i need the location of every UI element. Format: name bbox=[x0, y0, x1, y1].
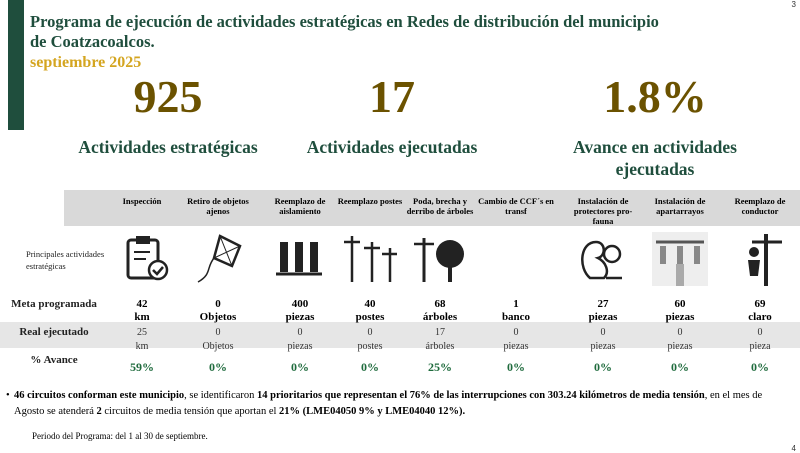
note-segment: 21% (LME04050 9% y LME04040 12%). bbox=[279, 406, 466, 417]
meta-unit: claro bbox=[748, 311, 772, 323]
meta-value: 0 bbox=[215, 298, 221, 310]
icon-tree bbox=[414, 238, 464, 282]
real-value: 17 bbox=[435, 327, 445, 338]
kpi-label: Actividades ejecutadas bbox=[306, 137, 478, 157]
row-label: % Avance bbox=[30, 354, 78, 366]
row-band bbox=[0, 322, 800, 348]
real-unit: piezas bbox=[503, 341, 529, 352]
icon-squirrel bbox=[581, 240, 622, 280]
meta-unit: piezas bbox=[665, 311, 695, 323]
row-label: Real ejecutado bbox=[19, 326, 89, 338]
meta-value: 400 bbox=[291, 298, 309, 310]
page-number: 4 bbox=[791, 444, 796, 453]
real-unit: postes bbox=[357, 341, 383, 352]
kpi-value: 1.8% bbox=[603, 71, 707, 122]
percent-value: 59% bbox=[130, 360, 154, 374]
real-unit: piezas bbox=[287, 341, 313, 352]
row-label: Meta programada bbox=[11, 298, 97, 310]
column-header: Reemplazo de aislamiento bbox=[274, 196, 326, 216]
note-segment: circuitos de media tensión que aportan e… bbox=[101, 406, 280, 417]
percent-value: 0% bbox=[751, 360, 769, 374]
percent-value: 0% bbox=[594, 360, 612, 374]
kpi-value: 925 bbox=[133, 71, 203, 122]
percent-value: 0% bbox=[361, 360, 379, 374]
footer-text: Periodo del Programa: del 1 al 30 de sep… bbox=[32, 431, 208, 441]
icon-inspection bbox=[126, 236, 169, 281]
meta-unit: árboles bbox=[422, 311, 458, 323]
real-value: 0 bbox=[513, 327, 519, 338]
accent-bar bbox=[8, 0, 24, 130]
meta-unit: piezas bbox=[285, 311, 315, 323]
percent-value: 0% bbox=[291, 360, 309, 374]
meta-value: 27 bbox=[597, 298, 609, 310]
percent-value: 0% bbox=[209, 360, 227, 374]
column-header: Instalación de protectores pro-fauna bbox=[573, 196, 633, 226]
meta-value: 68 bbox=[434, 298, 446, 310]
kpi-label: Actividades estratégicas bbox=[78, 137, 258, 157]
note: 46 circuitos conforman este municipio, s… bbox=[6, 388, 774, 420]
real-value: 0 bbox=[297, 327, 303, 338]
real-unit: árboles bbox=[425, 341, 455, 352]
header-band bbox=[64, 190, 800, 226]
meta-value: 42 bbox=[136, 298, 148, 310]
note-segment: , en el mes de Agosto se atenderá bbox=[14, 390, 763, 417]
column-header: Instalación de apartarrayos bbox=[654, 196, 706, 216]
kpi-value: 17 bbox=[369, 71, 415, 122]
row-label: Principales actividades estratégicas bbox=[26, 249, 105, 271]
real-unit: pieza bbox=[749, 341, 771, 352]
percent-value: 0% bbox=[671, 360, 689, 374]
meta-value: 1 bbox=[513, 298, 519, 310]
icon-arrester bbox=[652, 232, 708, 286]
meta-unit: km bbox=[134, 311, 150, 323]
page-number: 3 bbox=[791, 0, 796, 9]
real-unit: km bbox=[135, 341, 149, 352]
column-header: Reemplazo de conductor bbox=[734, 196, 786, 216]
meta-value: 60 bbox=[674, 298, 686, 310]
real-value: 0 bbox=[600, 327, 606, 338]
subtitle: septiembre 2025 bbox=[30, 54, 142, 71]
column-header: Retiro de objetos ajenos bbox=[187, 196, 249, 216]
meta-unit: postes bbox=[355, 311, 385, 323]
note-segment: 2 bbox=[96, 406, 102, 417]
meta-unit: piezas bbox=[588, 311, 618, 323]
real-value: 25 bbox=[137, 327, 147, 338]
meta-unit: Objetos bbox=[199, 311, 237, 323]
icon-poles bbox=[344, 236, 397, 282]
icon-lineman bbox=[748, 234, 782, 286]
icon-insulator bbox=[276, 242, 322, 276]
column-header: Cambio de CCF´s en transf bbox=[478, 196, 554, 216]
meta-value: 69 bbox=[754, 298, 766, 310]
note-segment: 14 prioritarios que representan el 76% d… bbox=[257, 390, 705, 401]
column-header: Poda, brecha y derribo de árboles bbox=[406, 196, 474, 216]
column-header: Inspección bbox=[122, 196, 162, 206]
real-value: 0 bbox=[367, 327, 373, 338]
column-header: Reemplazo postes bbox=[337, 196, 403, 206]
meta-unit: banco bbox=[501, 311, 531, 323]
real-value: 0 bbox=[677, 327, 683, 338]
real-unit: piezas bbox=[590, 341, 616, 352]
real-unit: Objetos bbox=[202, 341, 234, 352]
meta-value: 40 bbox=[364, 298, 376, 310]
icon-kite bbox=[197, 234, 242, 283]
real-value: 0 bbox=[757, 327, 763, 338]
real-value: 0 bbox=[215, 327, 221, 338]
title: Programa de ejecución de actividades est… bbox=[30, 12, 659, 51]
percent-value: 25% bbox=[428, 360, 452, 374]
note-segment: , se identificaron bbox=[184, 390, 258, 401]
note-segment: 46 circuitos conforman este municipio bbox=[14, 390, 185, 401]
real-unit: piezas bbox=[667, 341, 693, 352]
kpi-label: Avance en actividades ejecutadas bbox=[573, 137, 737, 179]
percent-value: 0% bbox=[507, 360, 525, 374]
